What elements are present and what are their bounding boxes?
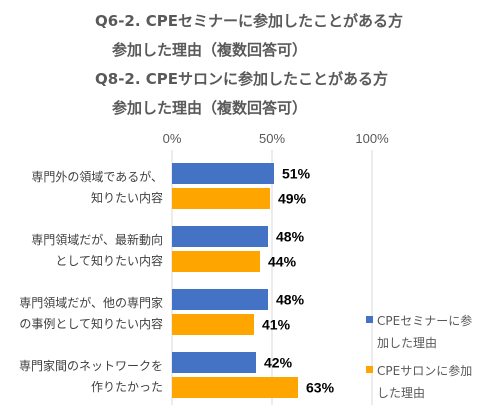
legend-label-seminar: CPEセミナーに参加した理由 [377, 314, 473, 350]
x-tick-label: 100% [355, 131, 389, 146]
chart-legend: CPEセミナーに参加した理由 CPEサロンに参加した理由 [366, 310, 486, 410]
legend-item-salon: CPEサロンに参加した理由 [366, 360, 486, 404]
title-line-3: Q8-2. CPEサロンに参加したことがある方 [95, 70, 389, 88]
data-label: 51% [282, 166, 311, 182]
category-label: 専門外の領域であるが、 [31, 169, 163, 184]
category-label: 知りたい内容 [91, 190, 163, 205]
legend-label-salon: CPEサロンに参加した理由 [377, 364, 473, 400]
bar-salon [172, 251, 260, 272]
data-label: 49% [278, 191, 307, 207]
data-label: 63% [306, 380, 335, 396]
data-label: 48% [276, 229, 305, 245]
category-label: 専門家間のネットワークを [19, 358, 163, 373]
bar-seminar [172, 163, 274, 184]
bar-salon [172, 314, 254, 335]
category-label: 作りたかった [91, 380, 163, 394]
title-line-2: 参加した理由（複数回答可） [112, 41, 308, 59]
x-tick-label: 50% [259, 131, 285, 146]
title-line-4: 参加した理由（複数回答可） [112, 99, 308, 117]
bar-salon [172, 377, 298, 398]
bar-seminar [172, 289, 268, 310]
category-label: として知りたい内容 [55, 253, 163, 268]
legend-swatch-salon [366, 366, 373, 373]
data-label: 48% [276, 292, 305, 308]
bar-seminar [172, 226, 268, 247]
category-label: 専門領域だが、最新動向 [31, 232, 163, 247]
chart-title: Q6-2. CPEセミナーに参加したことがある方 参加した理由（複数回答可） Q… [0, 0, 491, 120]
legend-swatch-seminar [366, 316, 373, 323]
x-tick-label: 0% [163, 131, 182, 146]
title-line-1: Q6-2. CPEセミナーに参加したことがある方 [95, 12, 404, 30]
bar-seminar [172, 352, 256, 373]
category-label: 専門領域だが、他の専門家 [19, 295, 163, 310]
data-label: 44% [268, 254, 297, 270]
data-label: 42% [264, 355, 293, 371]
legend-item-seminar: CPEセミナーに参加した理由 [366, 310, 486, 354]
category-label: の事例として知りたい内容 [19, 316, 163, 331]
data-label: 41% [262, 317, 291, 333]
bar-salon [172, 188, 270, 209]
